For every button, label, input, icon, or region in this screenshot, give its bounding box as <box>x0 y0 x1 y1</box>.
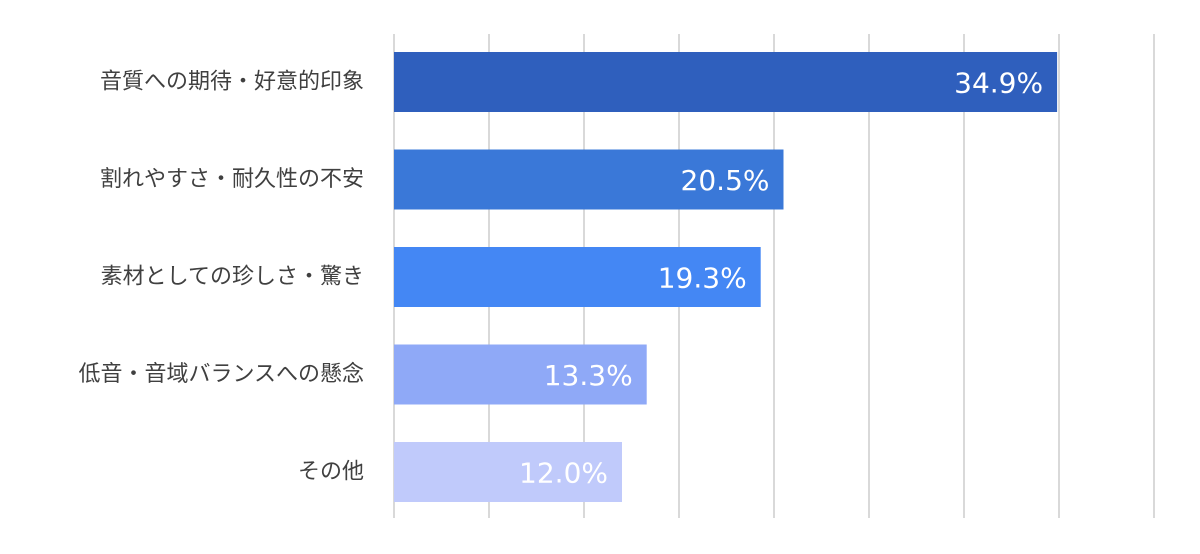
category-label-3: 素材としての珍しさ・驚き <box>101 265 364 290</box>
value-label-1: 34.9% <box>954 67 1043 100</box>
category-label-4: 低音・音域バランスへの懸念 <box>78 362 364 387</box>
value-labels: 34.9% 20.5% 19.3% 13.3% 12.0% <box>519 67 1043 490</box>
bar-2 <box>394 149 784 210</box>
bar-5 <box>394 442 622 502</box>
bars <box>394 52 1058 502</box>
bar-4 <box>394 344 647 405</box>
category-label-1: 音質への期待・好意的印象 <box>100 70 364 95</box>
value-label-3: 19.3% <box>658 262 747 295</box>
category-label-5: その他 <box>298 460 364 485</box>
bar-1 <box>394 52 1058 112</box>
value-label-2: 20.5% <box>681 164 770 197</box>
category-labels: 音質への期待・好意的印象割れやすさ・耐久性の不安素材としての珍しさ・驚き低音・音… <box>78 70 364 485</box>
gridlines <box>393 34 1155 518</box>
value-label-5: 12.0% <box>519 457 608 490</box>
bar-3 <box>394 247 761 307</box>
category-label-2: 割れやすさ・耐久性の不安 <box>100 167 364 192</box>
value-label-4: 13.3% <box>544 359 633 392</box>
